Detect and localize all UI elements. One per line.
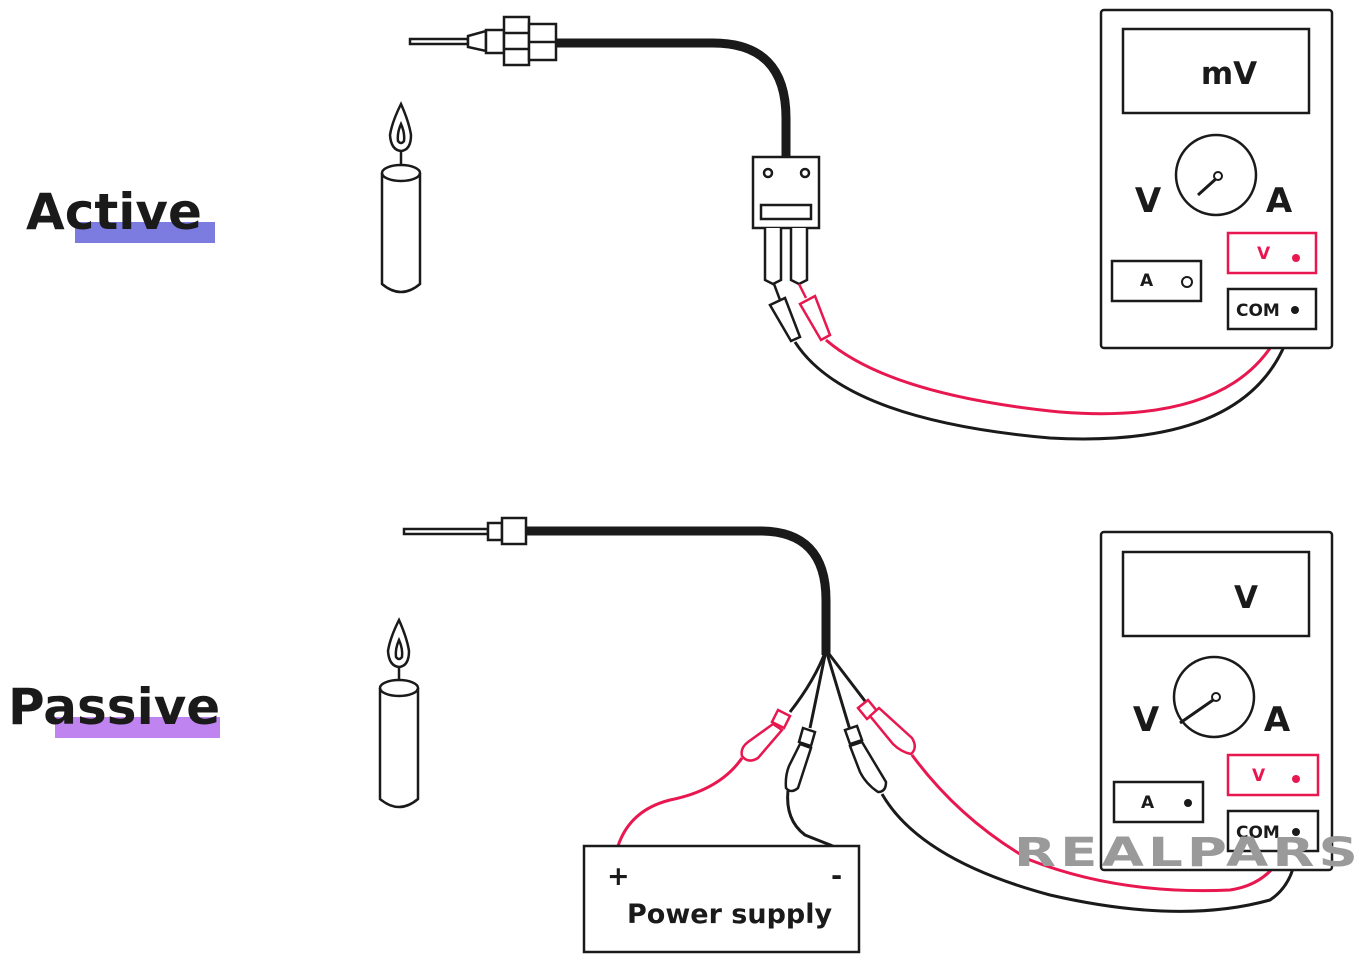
passive-jack-com-label: COM bbox=[1236, 823, 1280, 843]
active-jack-v bbox=[1226, 231, 1318, 275]
active-probe-cable bbox=[556, 38, 791, 158]
active-jack-com bbox=[1226, 287, 1318, 331]
active-black-lead bbox=[793, 309, 1297, 441]
passive-jack-com bbox=[1226, 809, 1320, 853]
active-probe bbox=[408, 15, 558, 67]
passive-red-lead-psu bbox=[616, 757, 744, 847]
power-supply-minus: - bbox=[831, 861, 842, 892]
passive-red-clip-left bbox=[740, 708, 792, 762]
power-supply-plus: + bbox=[607, 861, 630, 892]
passive-black-clip-left bbox=[784, 726, 817, 793]
active-jack-v-label: V bbox=[1257, 244, 1271, 264]
passive-black-clip-right bbox=[843, 724, 888, 794]
active-meter-display bbox=[1121, 27, 1311, 115]
passive-meter-display-text: V bbox=[1234, 580, 1258, 616]
active-connector bbox=[751, 155, 821, 286]
active-multimeter: mV V A V A COM bbox=[1099, 8, 1334, 350]
active-red-clip bbox=[797, 283, 832, 342]
passive-black-lead-meter bbox=[880, 793, 1298, 913]
passive-heading-underline bbox=[55, 717, 220, 738]
passive-multimeter: V V A V A COM bbox=[1099, 530, 1334, 872]
active-jack-com-label: COM bbox=[1236, 301, 1280, 321]
passive-probe-cable bbox=[526, 526, 831, 655]
passive-black-lead-psu bbox=[786, 789, 834, 848]
power-supply-label: Power supply bbox=[627, 899, 833, 930]
candle-icon bbox=[380, 101, 422, 294]
active-meter-display-text: mV bbox=[1201, 56, 1257, 92]
active-jack-a-label: A bbox=[1140, 271, 1154, 291]
passive-jack-v bbox=[1226, 753, 1320, 797]
active-heading-underline bbox=[75, 222, 215, 243]
passive-heading: Passive bbox=[8, 678, 220, 736]
passive-meter-display bbox=[1121, 550, 1311, 638]
active-meter-left-label: V bbox=[1135, 181, 1162, 221]
passive-red-clip-right bbox=[856, 698, 916, 756]
passive-split-wires bbox=[788, 649, 870, 731]
realpars-logo: REALPARS bbox=[1014, 830, 1362, 876]
candle-icon bbox=[378, 617, 420, 809]
active-black-clip bbox=[768, 283, 802, 343]
active-meter-right-label: A bbox=[1266, 181, 1293, 221]
passive-meter-right-label: A bbox=[1264, 700, 1291, 740]
passive-jack-v-label: V bbox=[1252, 766, 1266, 786]
passive-jack-a-label: A bbox=[1141, 793, 1155, 813]
passive-probe bbox=[402, 516, 528, 546]
active-heading: Active bbox=[26, 183, 202, 241]
passive-meter-left-label: V bbox=[1133, 700, 1160, 740]
power-supply: + - Power supply bbox=[582, 844, 861, 954]
